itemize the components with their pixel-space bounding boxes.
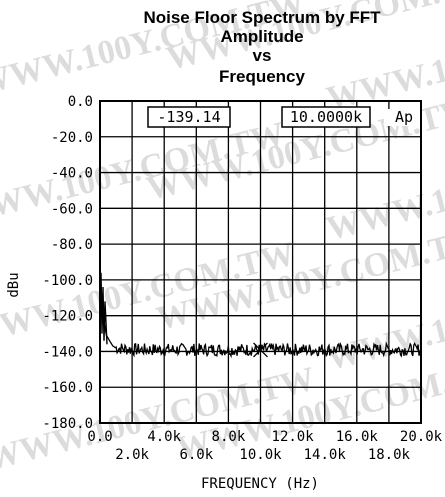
y-axis-label: dBu — [6, 272, 22, 297]
y-tick-label: -120.0 — [42, 309, 93, 325]
x-tick-label-minor: 18.0k — [368, 447, 411, 463]
frequency-readout: 10.0000k — [290, 108, 362, 126]
level-readout-box — [147, 106, 231, 128]
low-frequency-spike — [100, 272, 108, 345]
x-tick-label-minor: 14.0k — [304, 447, 347, 463]
y-tick-labels: 0.0 -20.0 -40.0 -60.0 -80.0 -100.0 -120.0 -140.… — [42, 94, 93, 432]
level-readout: -139.14 — [157, 108, 220, 126]
frequency-readout-box — [281, 106, 371, 128]
y-tick-label: -80.0 — [51, 237, 93, 253]
y-tick-label: -100.0 — [42, 273, 93, 289]
x-tick-label-minor: 6.0k — [179, 447, 213, 463]
x-tick-label: 8.0k — [212, 429, 246, 445]
y-tick-label: -140.0 — [42, 344, 93, 360]
x-tick-label: 16.0k — [336, 429, 379, 445]
y-tick-label: -160.0 — [42, 380, 93, 396]
brand-mark: Ap — [395, 108, 413, 126]
x-tick-labels: 0.0 4.0k 8.0k 12.0k 16.0k 20.0k 2.0k 6.0k 10.0k 1… — [87, 429, 442, 463]
y-tick-label: -40.0 — [51, 166, 93, 182]
chart-grid — [100, 101, 421, 423]
y-tick-label: 0.0 — [68, 94, 93, 110]
plot-border — [99, 100, 422, 424]
x-tick-label-minor: 2.0k — [115, 447, 149, 463]
chart-title-line: Noise Floor Spectrum by FFT — [143, 8, 381, 27]
chart-title-line: Frequency — [219, 67, 306, 86]
spectrum-trace — [99, 272, 422, 359]
x-tick-label: 12.0k — [272, 429, 315, 445]
series-layer — [99, 272, 422, 359]
x-tick-label: 4.0k — [147, 429, 181, 445]
y-tick-label: -60.0 — [51, 201, 93, 217]
chart-title-line: vs — [253, 46, 272, 65]
x-tick-label: 20.0k — [400, 429, 443, 445]
x-axis-label: FREQUENCY (Hz) — [201, 476, 319, 492]
cursor-readout: -139.14 10.0000k Ap — [147, 106, 420, 128]
x-tick-label: 0.0 — [87, 429, 112, 445]
brand-backing — [384, 109, 420, 126]
x-tick-label-minor: 10.0k — [239, 447, 282, 463]
y-tick-label: -20.0 — [51, 130, 93, 146]
chart-title-line: Amplitude — [220, 27, 303, 46]
plot-frame — [99, 100, 422, 424]
cursor-marker — [253, 342, 268, 358]
y-tick-label: -180.0 — [42, 416, 93, 432]
